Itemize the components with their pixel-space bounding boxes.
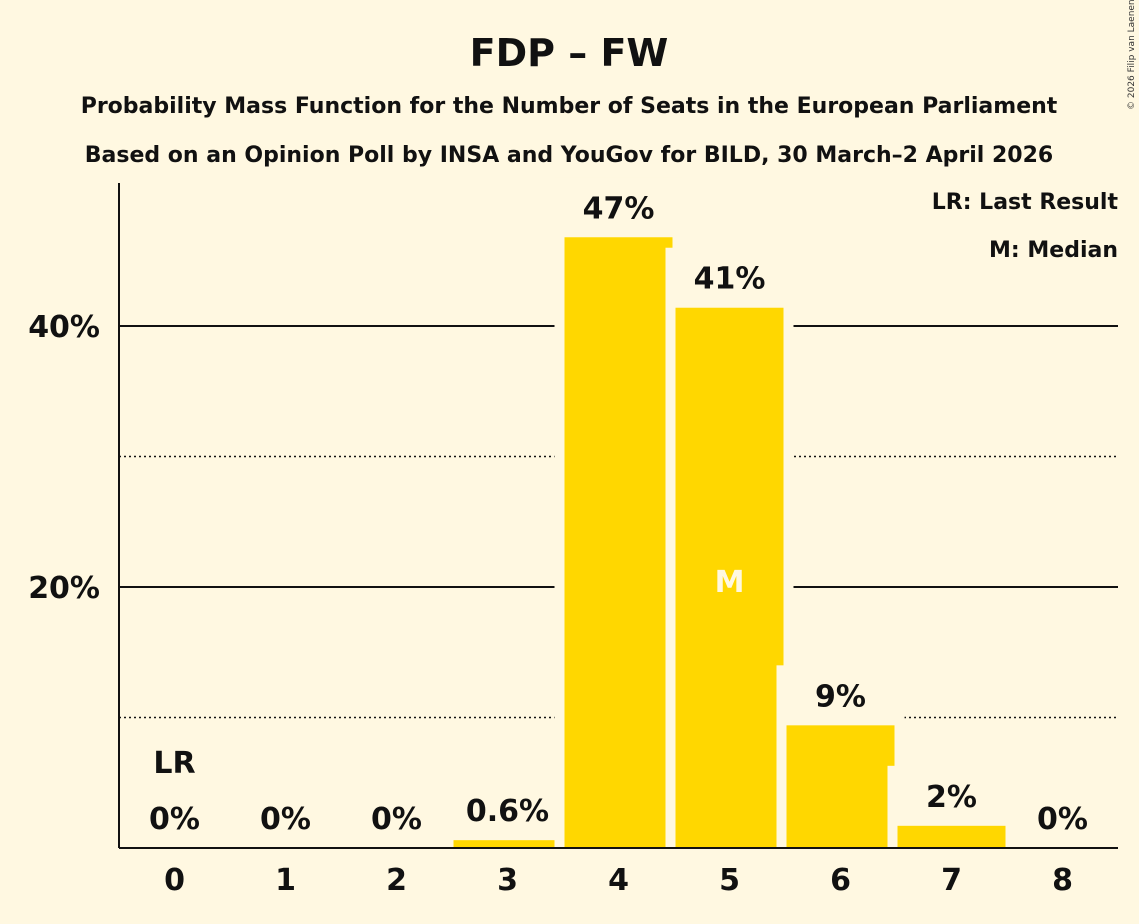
last-result-marker: LR bbox=[153, 746, 195, 781]
bar-label-backdrop bbox=[443, 780, 572, 848]
data-label: 2% bbox=[926, 780, 977, 815]
copyright-notice: © 2026 Filip van Laenen bbox=[1127, 0, 1137, 110]
data-label: 0% bbox=[371, 802, 422, 837]
chart-subtitle-poll: Based on an Opinion Poll by INSA and You… bbox=[85, 143, 1053, 168]
y-ticks: 20% 40% bbox=[28, 310, 100, 606]
legend-median: M: Median bbox=[989, 238, 1118, 263]
data-labels: 0% LR 0% 0% 0.6% 47% 41% M 9% 2% 0% bbox=[149, 191, 1088, 837]
x-tick-label: 8 bbox=[1052, 863, 1073, 898]
x-ticks: 0 1 2 3 4 5 6 7 8 bbox=[164, 863, 1073, 898]
data-label: 0% bbox=[149, 802, 200, 837]
bar bbox=[786, 725, 895, 848]
x-tick-label: 2 bbox=[386, 863, 407, 898]
x-tick-label: 0 bbox=[164, 863, 185, 898]
x-tick-label: 4 bbox=[608, 863, 629, 898]
x-tick-label: 3 bbox=[497, 863, 518, 898]
chart-title: FDP – FW bbox=[470, 31, 669, 75]
median-marker: M bbox=[715, 565, 745, 600]
data-label: 47% bbox=[583, 191, 655, 226]
data-label: 0.6% bbox=[466, 794, 549, 829]
bar bbox=[564, 237, 673, 848]
y-tick-label: 20% bbox=[28, 571, 100, 606]
data-label: 41% bbox=[694, 262, 766, 297]
bar bbox=[453, 840, 562, 848]
data-label: 0% bbox=[260, 802, 311, 837]
bar bbox=[897, 825, 1006, 848]
legend-last-result: LR: Last Result bbox=[932, 190, 1119, 215]
x-tick-label: 6 bbox=[830, 863, 851, 898]
chart-subtitle: Probability Mass Function for the Number… bbox=[81, 94, 1058, 119]
x-tick-label: 1 bbox=[275, 863, 296, 898]
data-label: 9% bbox=[815, 679, 866, 714]
x-tick-label: 5 bbox=[719, 863, 740, 898]
y-tick-label: 40% bbox=[28, 310, 100, 345]
bars bbox=[443, 177, 1016, 849]
data-label: 0% bbox=[1037, 802, 1088, 837]
x-tick-label: 7 bbox=[941, 863, 962, 898]
bar bbox=[675, 307, 784, 849]
